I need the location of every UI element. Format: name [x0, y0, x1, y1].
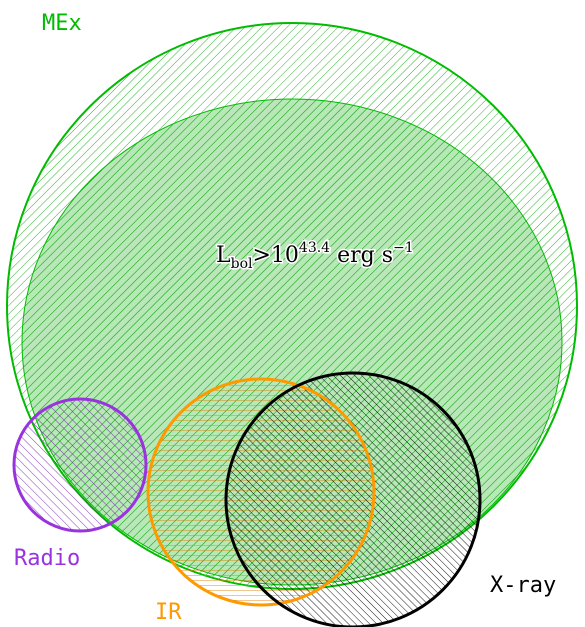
ann-unit: erg s — [330, 243, 393, 268]
xray-label: X-ray — [490, 573, 556, 598]
xray-hatch — [226, 373, 480, 627]
ann-sub: bol — [231, 256, 253, 272]
ann-base: L — [216, 243, 231, 268]
ann-unit-sup: −1 — [393, 240, 414, 256]
xray-set — [224, 371, 482, 627]
radio-label: Radio — [14, 546, 80, 571]
luminosity-annotation: Lbol>1043.4 erg s−1 — [216, 240, 414, 272]
radio-set — [12, 397, 148, 533]
ann-mid: >10 — [252, 243, 298, 268]
mex-label: MEx — [42, 11, 82, 36]
ir-label: IR — [155, 600, 182, 625]
ir-set — [146, 377, 376, 607]
ann-sup: 43.4 — [299, 240, 330, 256]
